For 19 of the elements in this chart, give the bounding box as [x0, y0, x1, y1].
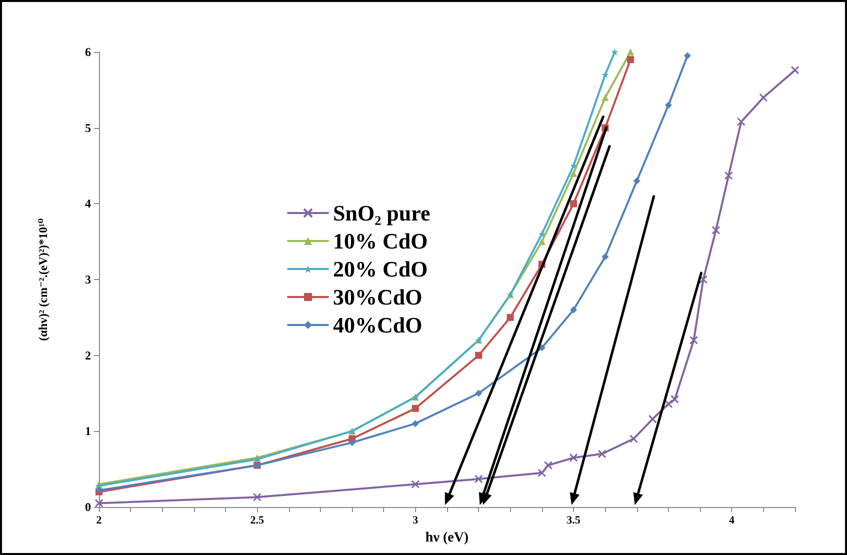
legend-label: 20% CdO — [333, 256, 428, 282]
legend-label: 30%CdO — [333, 284, 422, 310]
y-tick-label: 1 — [85, 424, 91, 438]
x-tick-label: 2.5 — [250, 514, 265, 526]
x-tick-label: 4 — [728, 514, 735, 526]
y-tick-label: 4 — [85, 196, 91, 211]
y-tick-label: 3 — [85, 272, 91, 286]
x-tick-label: 3 — [412, 514, 419, 526]
y-tick-label: 0 — [85, 500, 91, 514]
legend-label: SnO₂ pure — [333, 200, 431, 226]
x-tick-label: 2 — [96, 514, 102, 526]
x-axis-title: hν (eV) — [425, 530, 469, 546]
x-tick-label: 3.5 — [566, 514, 581, 526]
y-tick-label: 6 — [85, 45, 91, 59]
y-axis-title: (αhv)² (cm⁻².(eV)²)*10¹⁰ — [36, 218, 50, 341]
y-tick-label: 5 — [85, 120, 91, 135]
y-tick-label: 2 — [85, 348, 91, 362]
legend-label: 40%CdO — [333, 312, 422, 338]
legend-label: 10% CdO — [333, 228, 428, 254]
